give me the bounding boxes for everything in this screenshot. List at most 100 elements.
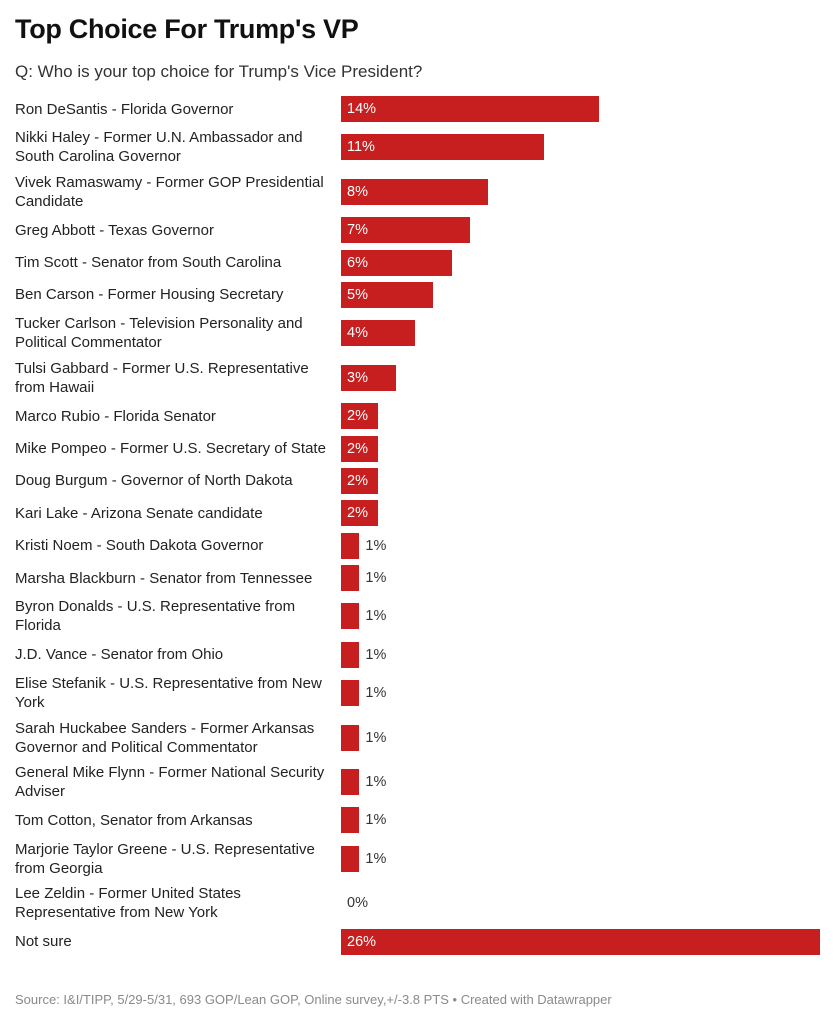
bar-row: Not sure 26% xyxy=(15,928,820,955)
bar-area: 1% xyxy=(341,565,820,592)
category-label: Tulsi Gabbard - Former U.S. Representati… xyxy=(15,359,309,396)
bar xyxy=(341,435,378,462)
category-label: Lee Zeldin - Former United States Repres… xyxy=(15,885,241,922)
bar-row: Kari Lake - Arizona Senate candidate 2% xyxy=(15,500,820,527)
bar-area: 1% xyxy=(341,769,820,796)
bar-row: Ben Carson - Former Housing Secretary 5% xyxy=(15,281,820,308)
bar-area: 7% xyxy=(341,217,820,244)
bar-area: 14% xyxy=(341,96,820,122)
bar-row: Marsha Blackburn - Senator from Tennesse… xyxy=(15,565,820,592)
category-label: Nikki Haley - Former U.N. Ambassador and… xyxy=(15,129,303,166)
bar-area: 1% xyxy=(341,807,820,834)
value-label: 2% xyxy=(347,505,368,522)
bar-row: Tulsi Gabbard - Former U.S. Representati… xyxy=(15,359,820,397)
value-label: 11% xyxy=(347,139,375,156)
value-label: 2% xyxy=(347,408,368,425)
bar xyxy=(341,96,599,122)
category-label: Marsha Blackburn - Senator from Tennesse… xyxy=(15,569,313,587)
bar-row: Sarah Huckabee Sanders - Former Arkansas… xyxy=(15,719,820,757)
bar-row: Marjorie Taylor Greene - U.S. Representa… xyxy=(15,840,820,878)
category-label: Marco Rubio - Florida Senator xyxy=(15,407,216,425)
bar-rows: Ron DeSantis - Florida Governor 14% Nikki … xyxy=(15,96,820,955)
value-label: 26% xyxy=(347,933,377,950)
value-label: 1% xyxy=(365,646,387,663)
bar-area: 2% xyxy=(341,467,820,494)
chart-title: Top Choice For Trump's VP xyxy=(15,14,359,44)
category-label: Tucker Carlson - Television Personality … xyxy=(15,315,303,352)
bar-row: Doug Burgum - Governor of North Dakota 2% xyxy=(15,467,820,494)
bar xyxy=(341,134,544,161)
bar-area: 8% xyxy=(341,178,820,205)
value-label: 1% xyxy=(365,537,387,554)
bar-row: Lee Zeldin - Former United States Repres… xyxy=(15,884,820,922)
category-label: Vivek Ramaswamy - Former GOP Presidentia… xyxy=(15,173,324,210)
category-label: Greg Abbott - Texas Governor xyxy=(15,221,214,239)
bar-row: Tim Scott - Senator from South Carolina 6… xyxy=(15,249,820,276)
bar xyxy=(341,845,360,872)
bar xyxy=(341,680,360,707)
bar-area: 6% xyxy=(341,249,820,276)
value-label: 2% xyxy=(347,472,368,489)
bar xyxy=(341,769,360,796)
category-label: Byron Donalds - U.S. Representative from… xyxy=(15,598,296,635)
value-label: 5% xyxy=(347,286,368,303)
bar-area: 1% xyxy=(341,603,820,630)
category-label: Kari Lake - Arizona Senate candidate xyxy=(15,504,263,522)
bar-row: Kristi Noem - South Dakota Governor 1% xyxy=(15,532,820,559)
value-label: 0% xyxy=(347,895,368,912)
category-label: Doug Burgum - Governor of North Dakota xyxy=(15,472,293,490)
category-label: Marjorie Taylor Greene - U.S. Representa… xyxy=(15,840,315,877)
value-label: 7% xyxy=(347,222,368,239)
value-label: 1% xyxy=(365,570,387,587)
bar-area: 1% xyxy=(341,641,820,668)
bar-area: 4% xyxy=(341,320,820,347)
value-label: 8% xyxy=(347,183,368,200)
bar xyxy=(341,364,397,391)
bar-row: Greg Abbott - Texas Governor 7% xyxy=(15,217,820,244)
bar-row: Tom Cotton, Senator from Arkansas 1% xyxy=(15,807,820,834)
value-label: 3% xyxy=(347,369,368,386)
bar-row: Mike Pompeo - Former U.S. Secretary of S… xyxy=(15,435,820,462)
bar xyxy=(341,320,415,347)
bar-area: 11% xyxy=(341,134,820,161)
bar-area: 1% xyxy=(341,680,820,707)
bar-row: Marco Rubio - Florida Senator 2% xyxy=(15,403,820,430)
bar-row: J.D. Vance - Senator from Ohio 1% xyxy=(15,641,820,668)
value-label: 1% xyxy=(365,729,387,746)
bar xyxy=(341,532,360,559)
bar xyxy=(341,249,452,276)
value-label: 4% xyxy=(347,325,368,342)
category-label: Kristi Noem - South Dakota Governor xyxy=(15,537,264,555)
value-label: 1% xyxy=(365,608,387,625)
bar-area: 1% xyxy=(341,845,820,872)
bar-row: Vivek Ramaswamy - Former GOP Presidentia… xyxy=(15,173,820,211)
category-label: General Mike Flynn - Former National Sec… xyxy=(15,764,325,801)
bar xyxy=(341,403,378,430)
bar-row: Elise Stefanik - U.S. Representative fro… xyxy=(15,674,820,712)
category-label: Tim Scott - Senator from South Carolina xyxy=(15,254,282,272)
bar-area: 3% xyxy=(341,364,820,391)
bar xyxy=(341,807,360,834)
bar-row: Byron Donalds - U.S. Representative from… xyxy=(15,597,820,635)
bar-area: 2% xyxy=(341,435,820,462)
value-label: 2% xyxy=(347,440,368,457)
chart-subtitle: Q: Who is your top choice for Trump's Vi… xyxy=(15,62,423,81)
bar-row: Nikki Haley - Former U.N. Ambassador and… xyxy=(15,128,820,166)
bar-area: 1% xyxy=(341,532,820,559)
category-label: Not sure xyxy=(15,933,72,951)
bar-row: Tucker Carlson - Television Personality … xyxy=(15,314,820,352)
bar xyxy=(341,467,378,494)
category-label: Ben Carson - Former Housing Secretary xyxy=(15,286,284,304)
value-label: 6% xyxy=(347,254,368,271)
source-note: Source: I&I/TIPP, 5/29-5/31, 693 GOP/Lea… xyxy=(15,992,612,1007)
value-label: 1% xyxy=(365,850,387,867)
bar xyxy=(341,281,434,308)
bar xyxy=(341,500,378,527)
bar xyxy=(341,565,360,592)
value-label: 1% xyxy=(365,685,387,702)
bar-area: 1% xyxy=(341,724,820,751)
bar xyxy=(341,724,360,751)
category-label: Elise Stefanik - U.S. Representative fro… xyxy=(15,675,322,712)
bar xyxy=(341,217,470,244)
bar-area: 0% xyxy=(341,890,820,916)
